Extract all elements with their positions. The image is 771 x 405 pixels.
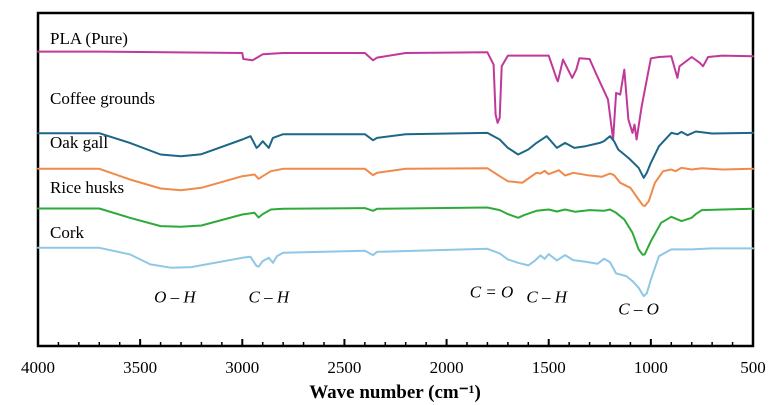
series-label: PLA (Pure) [50,29,128,48]
x-tick-label: 2500 [327,358,361,377]
series-label: Oak gall [50,133,108,152]
peak-annotation: O – H [154,288,197,307]
x-tick-label: 2000 [430,358,464,377]
x-tick-label: 4000 [21,358,55,377]
x-axis-title: Wave number (cm⁻¹) [309,382,481,403]
series-line-pla-pure [37,50,754,141]
series-line-oak-gall [37,166,754,208]
series-label: Coffee grounds [50,89,155,108]
series-label: Cork [50,223,85,242]
series-line-rice-husks [37,206,754,256]
plot-frame [36,11,755,348]
series-line-cork [37,246,754,298]
x-tick-label: 3000 [225,358,259,377]
series-group [37,50,754,298]
annotation-group: O – H C – H C = O C – H C – O [154,283,659,319]
x-tick-label: 500 [740,358,766,377]
series-label-group: PLA (Pure) Coffee grounds Oak gall Rice hus… [50,29,155,242]
peak-annotation: C – H [248,288,290,307]
series-label: Rice husks [50,178,124,197]
peak-annotation: C – H [526,288,568,307]
series-line-coffee-grounds [37,130,754,179]
x-tick-label: 1500 [532,358,566,377]
peak-annotation: C = O [470,283,514,302]
x-tick-label: 3500 [123,358,157,377]
x-tick-group: 4000 3500 3000 2500 2000 1500 1000 500 [21,339,766,377]
x-tick-label: 1000 [634,358,668,377]
peak-annotation: C – O [618,299,659,318]
